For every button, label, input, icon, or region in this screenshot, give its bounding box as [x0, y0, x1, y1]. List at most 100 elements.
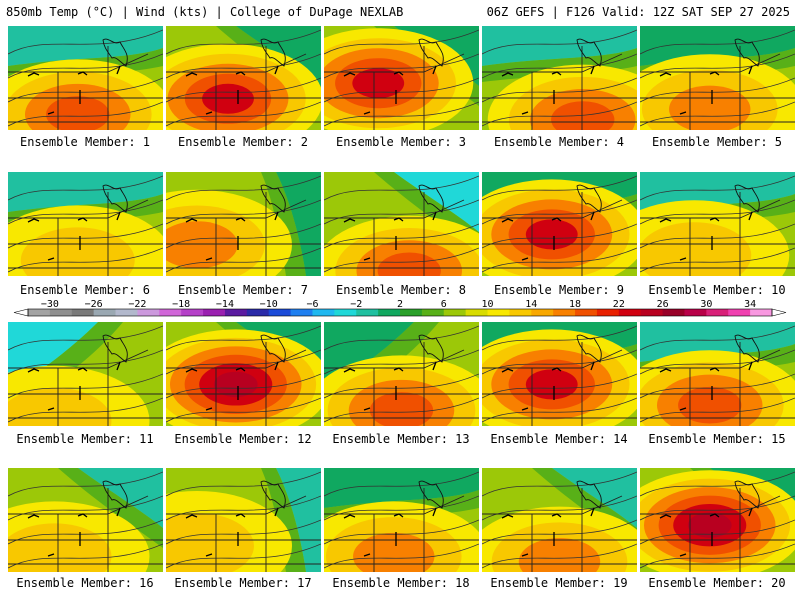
colorbar-swatch — [531, 309, 554, 316]
height-contour — [8, 519, 163, 545]
cold-air-region — [8, 172, 163, 212]
height-contour — [640, 101, 795, 127]
ensemble-member-label: Ensemble Member: 10 — [648, 283, 786, 297]
great-lakes-outline — [102, 480, 128, 509]
great-lakes-outline — [734, 184, 760, 213]
ensemble-member-label: Ensemble Member: 16 — [16, 576, 154, 590]
colorbar-swatch — [181, 309, 204, 316]
warm-core-contour — [369, 392, 434, 426]
ensemble-member-panel — [640, 468, 795, 572]
height-contour — [482, 29, 637, 55]
height-contour — [8, 223, 163, 249]
colorbar-swatch — [246, 309, 270, 316]
colorbar-tick-label: −22 — [128, 300, 146, 310]
ensemble-member-label: Ensemble Member: 18 — [332, 576, 470, 590]
ensemble-member-label: Ensemble Member: 12 — [174, 432, 312, 446]
warm-core-contour — [678, 386, 742, 424]
great-lakes-outline — [418, 334, 444, 363]
state-boundaries — [166, 192, 321, 276]
colorbar-swatch — [575, 309, 598, 316]
height-contour — [324, 101, 479, 127]
height-contour — [640, 373, 795, 399]
great-lakes-outline — [102, 38, 128, 67]
height-contour — [640, 397, 795, 423]
temperature-field — [324, 468, 479, 572]
temperature-field — [324, 322, 479, 426]
cold-air-region — [640, 26, 795, 66]
great-lakes-outline — [260, 480, 286, 509]
colorbar-swatch — [421, 309, 445, 316]
colorbar-swatch — [750, 309, 773, 316]
temperature-field — [482, 26, 637, 130]
height-contour — [166, 223, 321, 249]
height-contour — [482, 325, 637, 351]
cold-air-region — [482, 26, 637, 66]
great-lakes-outline — [260, 38, 286, 67]
state-boundaries — [640, 488, 795, 572]
ensemble-member-label: Ensemble Member: 5 — [651, 135, 783, 149]
temperature-field — [482, 172, 637, 276]
state-boundaries — [8, 342, 163, 426]
colorbar-swatch — [728, 309, 751, 316]
colorbar-swatch — [115, 309, 138, 316]
great-lakes-outline — [102, 334, 128, 363]
ensemble-member-panel — [166, 26, 321, 130]
height-contour — [324, 543, 479, 569]
cold-air-region — [394, 172, 479, 232]
colorbar-swatch — [356, 309, 379, 316]
height-contour — [166, 325, 321, 351]
colorbar-swatch — [137, 309, 160, 316]
state-boundaries — [166, 342, 321, 426]
colorbar-tick-label: −6 — [306, 300, 318, 310]
temperature-field — [324, 172, 479, 276]
ensemble-member-label: Ensemble Member: 11 — [16, 432, 154, 446]
wind-barbs — [501, 507, 595, 557]
wind-barbs — [659, 361, 753, 411]
colorbar-tick-label: 6 — [441, 300, 447, 310]
warm-core-contour — [377, 252, 441, 276]
warm-core-contour — [687, 512, 732, 538]
colorbar-right-arrow — [771, 308, 787, 317]
wind-barbs — [27, 65, 121, 115]
temperature-field — [482, 468, 637, 572]
warm-core-contour — [8, 387, 112, 426]
height-contour — [640, 77, 795, 103]
warm-core-contour — [20, 227, 135, 276]
colorbar-swatch — [49, 309, 73, 316]
warm-core-contour — [213, 371, 258, 398]
temperature-field — [640, 26, 795, 130]
colorbar-swatch — [224, 309, 248, 316]
ensemble-member-label: Ensemble Member: 1 — [19, 135, 151, 149]
great-lakes-outline — [418, 184, 444, 213]
state-boundaries — [640, 342, 795, 426]
height-contour — [324, 471, 479, 497]
wind-barbs — [343, 65, 437, 115]
ensemble-member-panel — [166, 172, 321, 276]
height-contour — [166, 397, 321, 423]
height-contour — [324, 519, 479, 545]
ensemble-member-panel — [324, 172, 479, 276]
height-contour — [324, 397, 479, 423]
state-boundaries — [482, 46, 637, 130]
height-contour — [640, 471, 795, 497]
temperature-field — [8, 468, 163, 572]
colorbar-swatch — [706, 309, 729, 316]
height-contour — [640, 223, 795, 249]
height-contour — [8, 77, 163, 103]
colorbar-tick-label: −2 — [350, 300, 362, 310]
colorbar-tick-label: −10 — [260, 300, 278, 310]
ensemble-member-label: Ensemble Member: 15 — [648, 432, 786, 446]
ensemble-member-panel — [640, 26, 795, 130]
cold-air-region — [640, 322, 795, 362]
temperature-field — [166, 468, 321, 572]
ensemble-member-panel — [166, 322, 321, 426]
height-contour — [324, 325, 479, 351]
wind-barbs — [501, 211, 595, 261]
height-contour — [482, 519, 637, 545]
height-contour — [640, 29, 795, 55]
cool-transition-band — [58, 468, 163, 548]
great-lakes-outline — [576, 38, 602, 67]
height-contour — [166, 247, 321, 273]
height-contour — [8, 247, 163, 273]
colorbar-swatch — [203, 309, 226, 316]
